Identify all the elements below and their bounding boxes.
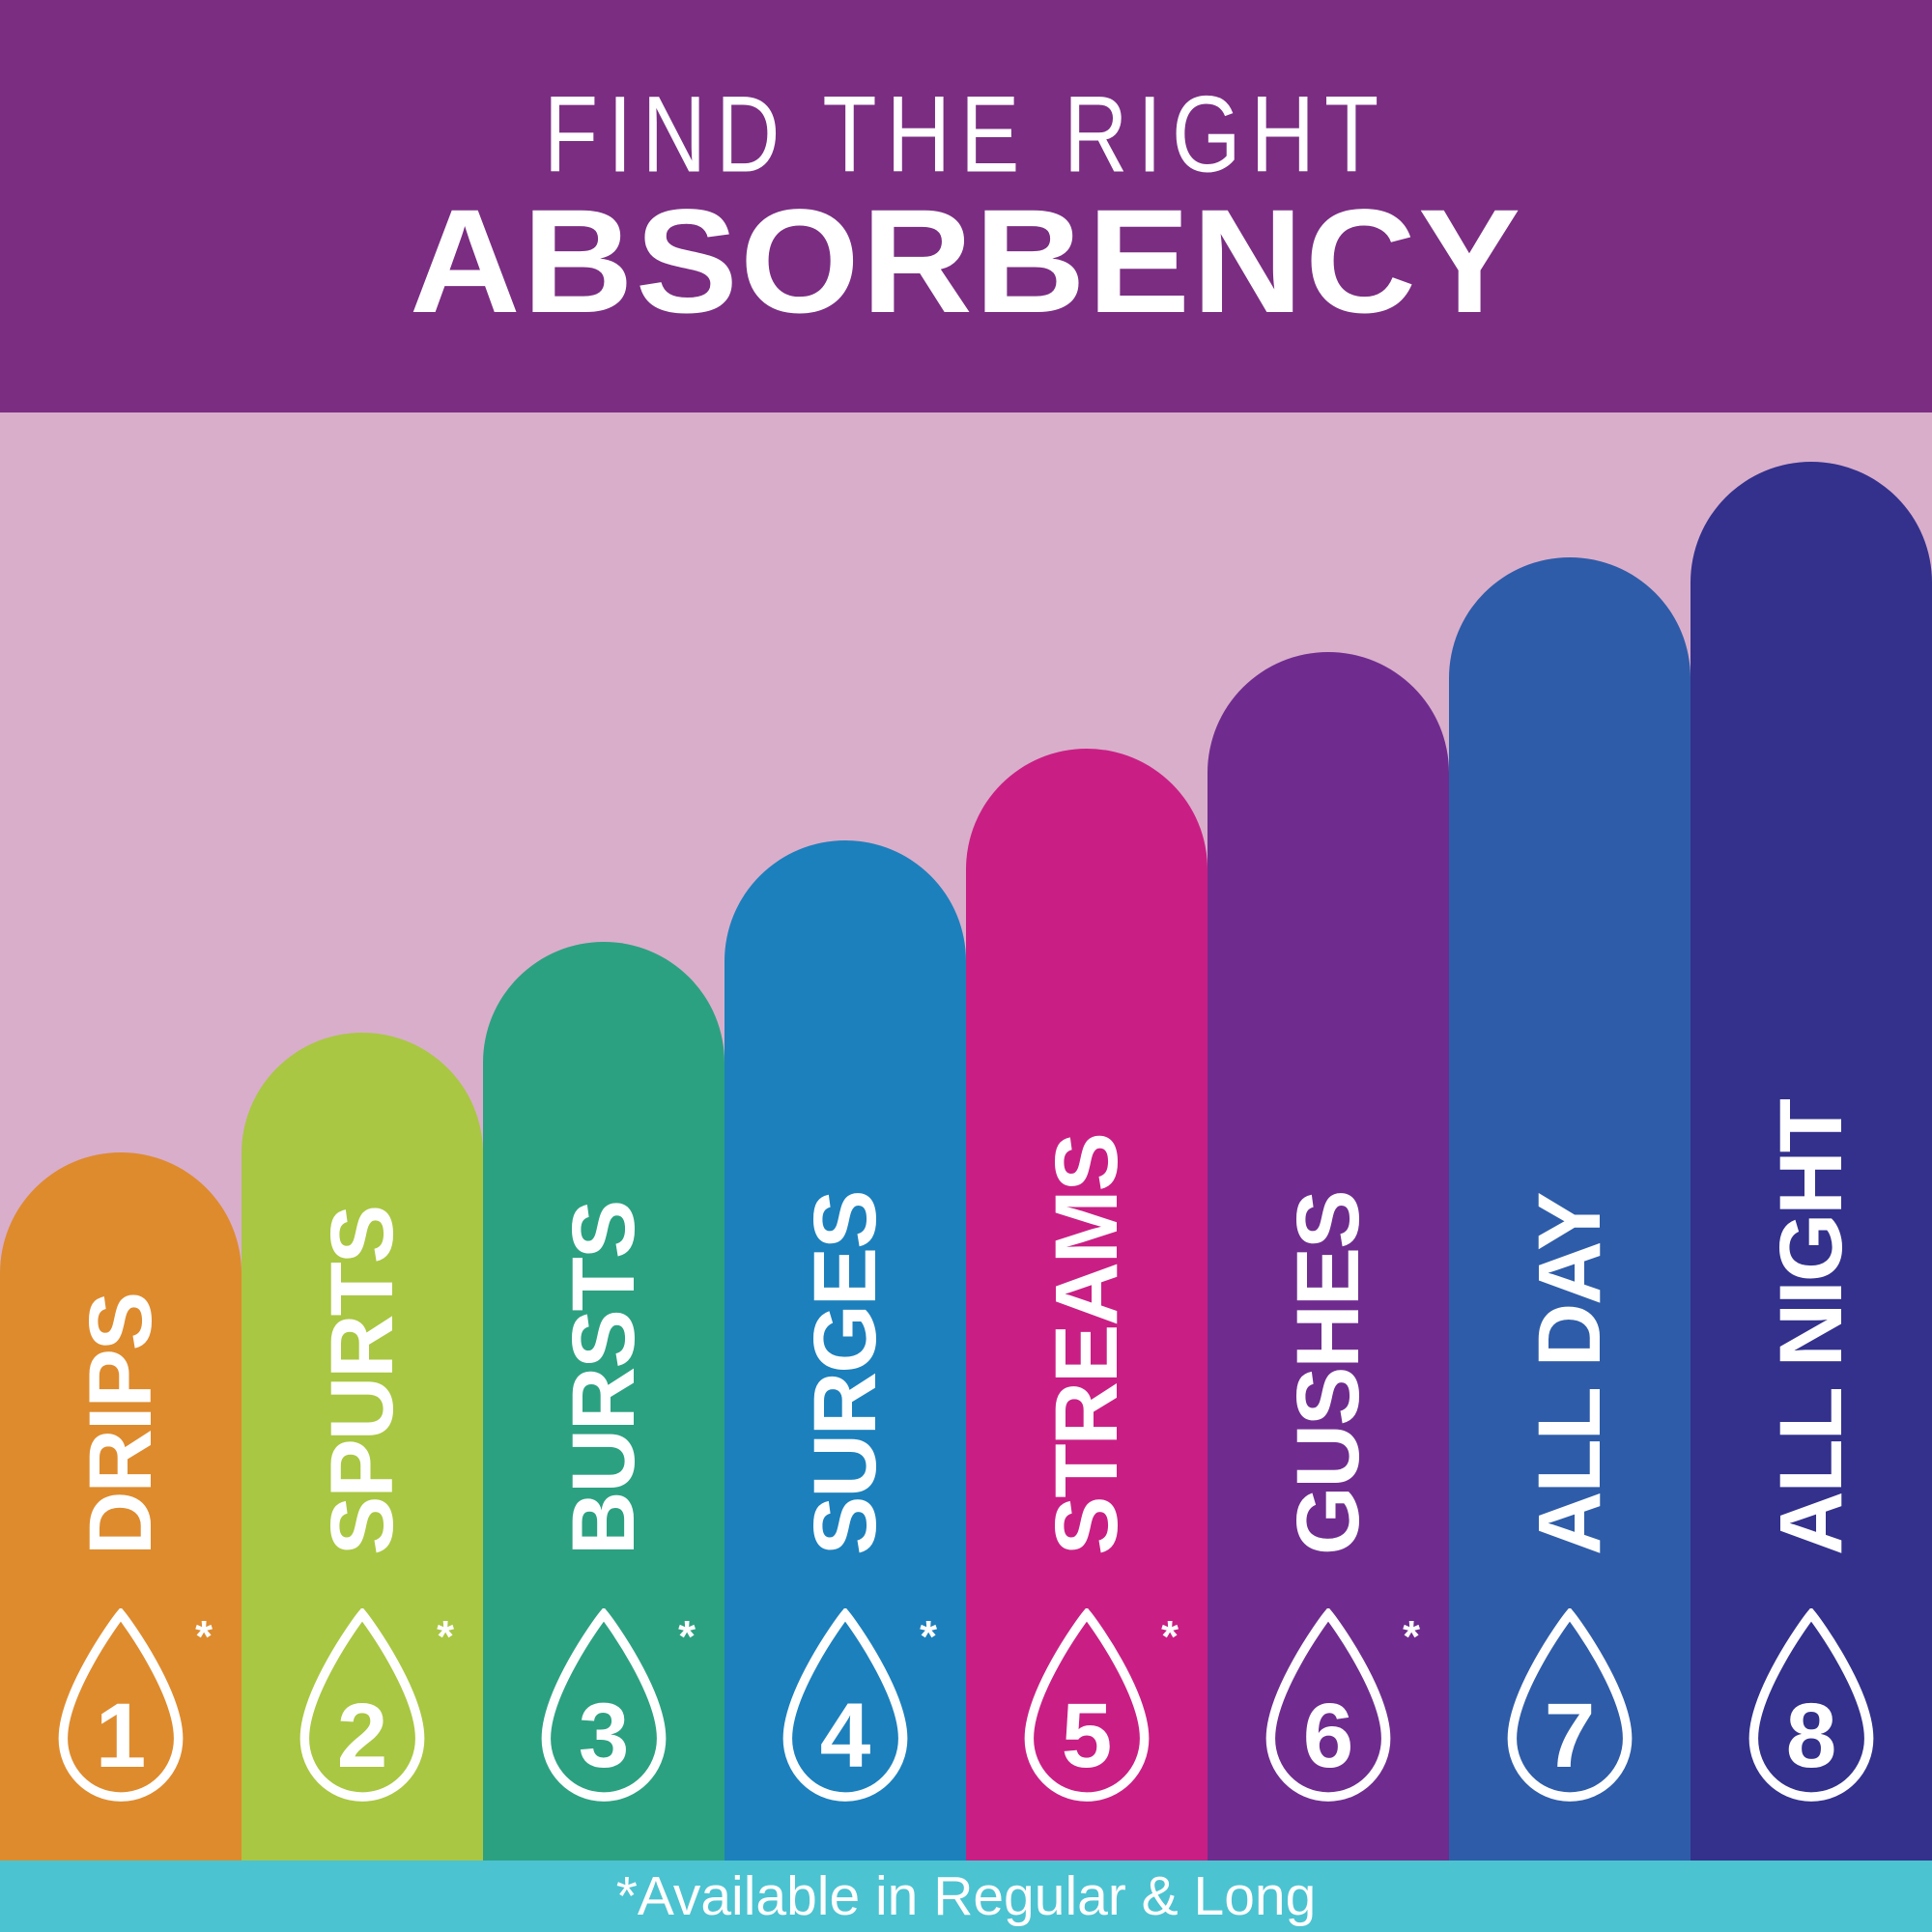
svg-text:4: 4 bbox=[820, 1685, 871, 1787]
svg-text:5: 5 bbox=[1062, 1685, 1113, 1787]
svg-text:2: 2 bbox=[337, 1685, 388, 1787]
svg-text:1: 1 bbox=[96, 1685, 147, 1787]
svg-text:6: 6 bbox=[1303, 1685, 1354, 1787]
svg-text:8: 8 bbox=[1786, 1685, 1837, 1787]
svg-text:3: 3 bbox=[579, 1685, 630, 1787]
svg-text:7: 7 bbox=[1545, 1685, 1596, 1787]
